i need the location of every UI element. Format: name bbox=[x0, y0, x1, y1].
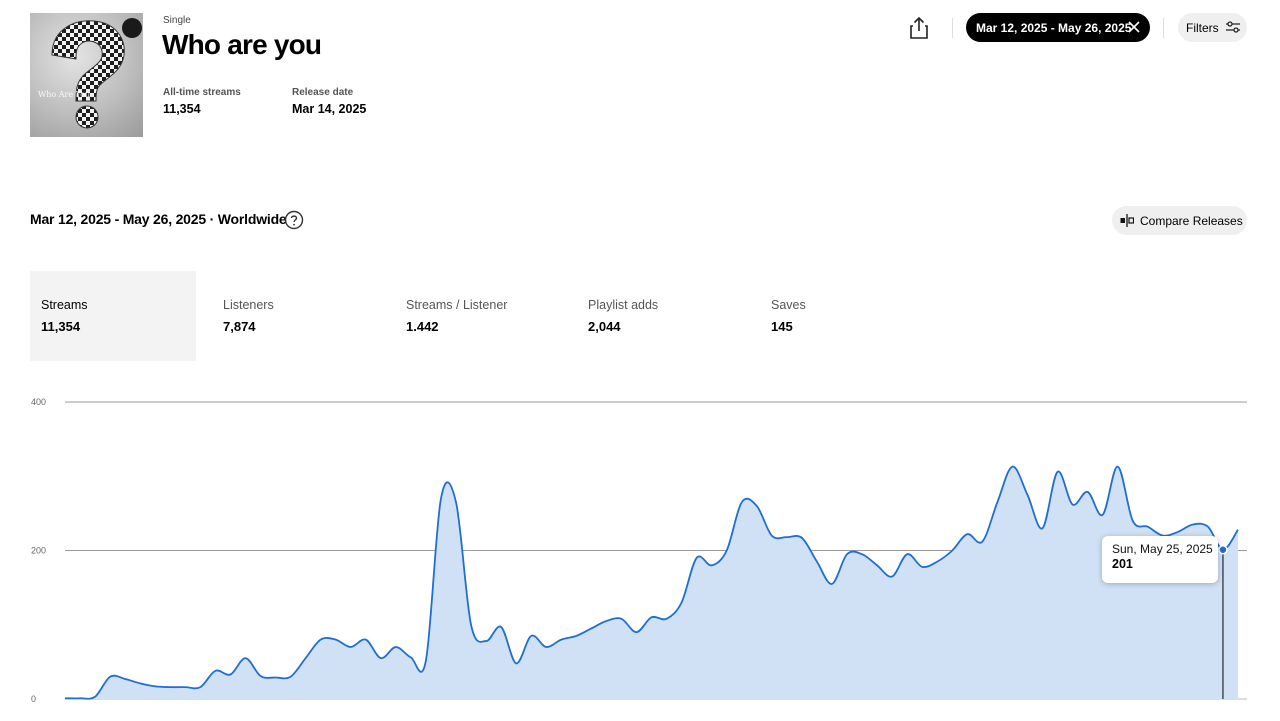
close-icon[interactable] bbox=[1127, 20, 1141, 34]
metric-value: 1.442 bbox=[406, 319, 439, 334]
release-date-value: Mar 14, 2025 bbox=[292, 102, 367, 116]
question-mark-art bbox=[51, 20, 125, 129]
cover-badge-icon bbox=[122, 18, 142, 38]
metric-label: Listeners bbox=[223, 298, 274, 312]
album-cover: Who Are You bbox=[30, 13, 143, 137]
chart-area-fill bbox=[65, 466, 1238, 699]
release-type: Single bbox=[163, 15, 191, 26]
release-date-label: Release date bbox=[292, 87, 354, 98]
filters-button[interactable]: Filters bbox=[1178, 13, 1247, 42]
chart-tooltip: Sun, May 25, 2025 201 bbox=[1102, 536, 1218, 583]
cover-text: Who Are You bbox=[38, 90, 91, 99]
metric-label: Playlist adds bbox=[588, 298, 659, 312]
compare-releases-label: Compare Releases bbox=[1140, 213, 1243, 228]
metric-value: 2,044 bbox=[588, 319, 621, 334]
compare-releases-button[interactable]: Compare Releases bbox=[1112, 206, 1247, 235]
metric-label: Streams bbox=[41, 298, 88, 312]
toolbar-divider bbox=[952, 18, 953, 38]
y-tick-label: 200 bbox=[31, 546, 46, 556]
all-time-streams-value: 11,354 bbox=[163, 102, 201, 116]
y-tick-label: 400 bbox=[31, 397, 46, 407]
y-tick-label: 0 bbox=[31, 694, 36, 704]
tab-playlist-adds[interactable]: Playlist adds 2,044 bbox=[577, 271, 743, 361]
tab-listeners[interactable]: Listeners 7,874 bbox=[212, 271, 378, 361]
filters-label: Filters bbox=[1186, 20, 1219, 35]
tab-streams-per-listener[interactable]: Streams / Listener 1.442 bbox=[395, 271, 561, 361]
share-button[interactable] bbox=[907, 15, 931, 41]
chart-series-line bbox=[64, 465, 1239, 700]
tab-saves[interactable]: Saves 145 bbox=[760, 271, 926, 361]
section-heading: Mar 12, 2025 - May 26, 2025 · Worldwide bbox=[30, 211, 287, 227]
hover-point bbox=[1218, 545, 1228, 555]
metric-value: 7,874 bbox=[223, 319, 256, 334]
metric-label: Saves bbox=[771, 298, 806, 312]
tab-streams[interactable]: Streams 11,354 bbox=[30, 271, 196, 361]
date-range-label: Mar 12, 2025 - May 26, 2025 bbox=[976, 20, 1132, 35]
tooltip-value: 201 bbox=[1112, 557, 1133, 571]
question-icon[interactable] bbox=[284, 210, 304, 230]
share-icon bbox=[910, 16, 928, 39]
sliders-icon bbox=[1226, 21, 1240, 33]
tooltip-date: Sun, May 25, 2025 bbox=[1112, 542, 1213, 556]
metric-value: 11,354 bbox=[41, 319, 81, 334]
metric-label: Streams / Listener bbox=[406, 298, 508, 312]
metric-value: 145 bbox=[771, 319, 793, 334]
toolbar-divider bbox=[1163, 18, 1164, 38]
compare-icon bbox=[1120, 214, 1134, 227]
release-title: Who are you bbox=[162, 29, 322, 60]
date-range-chip[interactable]: Mar 12, 2025 - May 26, 2025 bbox=[966, 13, 1150, 42]
streams-chart[interactable]: 0 200 400 bbox=[0, 390, 1280, 721]
all-time-streams-label: All-time streams bbox=[163, 87, 241, 98]
